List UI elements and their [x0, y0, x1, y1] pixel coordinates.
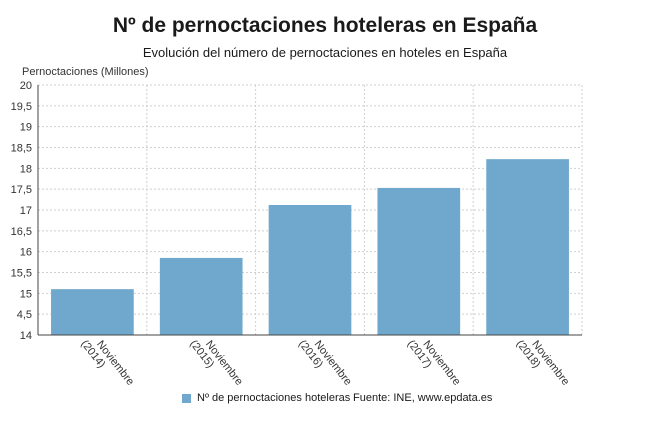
chart-subtitle: Evolución del número de pernoctaciones e…	[142, 45, 508, 60]
x-tick-label: Noviembre(2015)	[187, 331, 245, 396]
source-note: Fuente: INE, www.epdata.es	[353, 392, 493, 404]
x-tick-label: Noviembre(2016)	[296, 331, 354, 396]
y-tick-label: 17	[20, 205, 32, 217]
y-tick-label: 16	[20, 247, 32, 259]
y-tick-label: 20	[20, 80, 32, 92]
y-tick-label: 4,5	[17, 309, 32, 321]
bar	[268, 205, 352, 335]
legend-swatch	[182, 393, 191, 403]
x-tick-label: Noviembre(2017)	[405, 331, 463, 396]
y-tick-label: 15,5	[11, 268, 32, 280]
legend-label: Nº de pernoctaciones hoteleras	[197, 392, 351, 404]
chart-title: Nº de pernoctaciones hoteleras en España	[112, 14, 538, 37]
y-tick-label: 16,5	[11, 226, 32, 238]
y-tick-label: 19,5	[11, 101, 32, 113]
bar	[486, 159, 569, 335]
bar	[377, 187, 461, 335]
bar	[159, 257, 243, 335]
y-axis-label: Pernoctaciones (Millones)	[22, 66, 149, 78]
y-tick-label: 19	[20, 122, 32, 134]
y-tick-label: 17,5	[11, 184, 32, 196]
y-tick-label: 18,5	[11, 143, 32, 155]
x-tick-label: Noviembre(2018)	[514, 331, 572, 396]
y-tick-label: 18	[20, 163, 32, 175]
bar	[51, 289, 134, 335]
legend: Nº de pernoctaciones hoteleras	[182, 392, 350, 404]
y-tick-label: 15	[20, 288, 32, 300]
x-tick-label: Noviembre(2014)	[78, 331, 136, 396]
y-tick-label: 14	[20, 330, 32, 342]
